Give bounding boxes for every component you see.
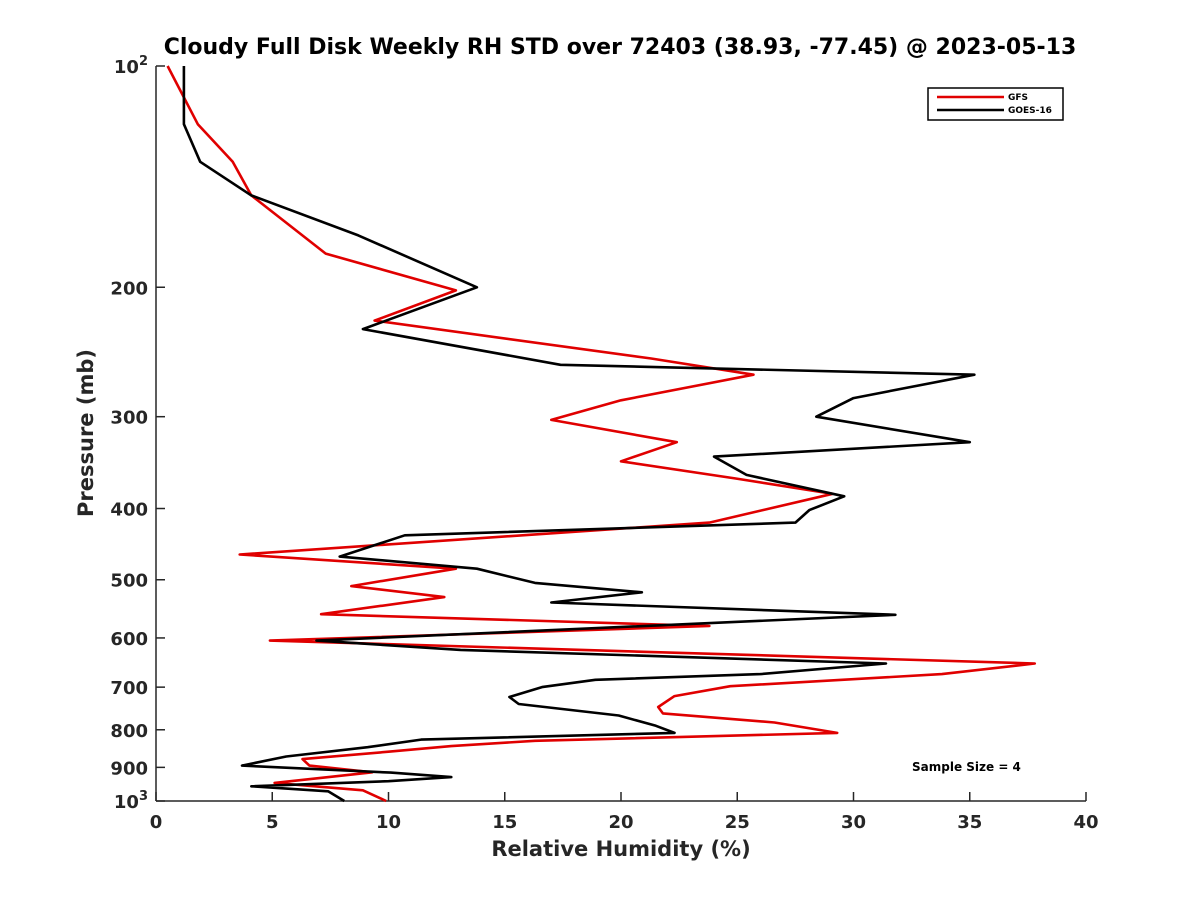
y-ticks: 102 200 300 400 500 600 700 800 900 103 — [110, 54, 165, 813]
x-tick-label: 40 — [1073, 812, 1098, 833]
legend-label-gfs: GFS — [1008, 93, 1028, 103]
y-tick-label: 800 — [110, 721, 148, 742]
x-axis-label: Relative Humidity (%) — [491, 837, 750, 861]
y-tick-label: 200 — [110, 278, 148, 299]
plot-area: 0 5 10 15 20 25 30 35 40 102 200 300 400 500 600 700 80… — [110, 54, 1098, 833]
x-tick-label: 25 — [725, 812, 750, 833]
x-tick-label: 35 — [957, 812, 982, 833]
y-tick-label: 102 — [114, 54, 148, 78]
y-tick-label: 400 — [110, 500, 148, 521]
y-tick-label: 300 — [110, 408, 148, 429]
chart-title: Cloudy Full Disk Weekly RH STD over 7240… — [164, 35, 1077, 60]
x-tick-label: 10 — [376, 812, 401, 833]
y-tick-label: 900 — [110, 758, 148, 779]
legend-box — [927, 87, 1064, 121]
x-ticks: 0 5 10 15 20 25 30 35 40 — [150, 792, 1099, 833]
y-tick-label: 600 — [110, 629, 148, 650]
y-axis-label: Pressure (mb) — [74, 349, 98, 517]
sample-size-annotation: Sample Size = 4 — [912, 760, 1021, 774]
series-layer — [166, 65, 1037, 803]
series-line-gfs — [166, 65, 1037, 803]
x-tick-label: 30 — [841, 812, 866, 833]
x-tick-label: 20 — [608, 812, 633, 833]
y-tick-label: 700 — [110, 678, 148, 699]
x-tick-label: 0 — [150, 812, 163, 833]
y-tick-label: 103 — [114, 789, 148, 813]
x-tick-label: 5 — [266, 812, 279, 833]
legend-label-goes16: GOES-16 — [1008, 106, 1052, 116]
series-line-goes-16 — [182, 66, 976, 803]
y-tick-label: 500 — [110, 571, 148, 592]
legend: GFS GOES-16 — [927, 87, 1064, 121]
x-tick-label: 15 — [492, 812, 517, 833]
